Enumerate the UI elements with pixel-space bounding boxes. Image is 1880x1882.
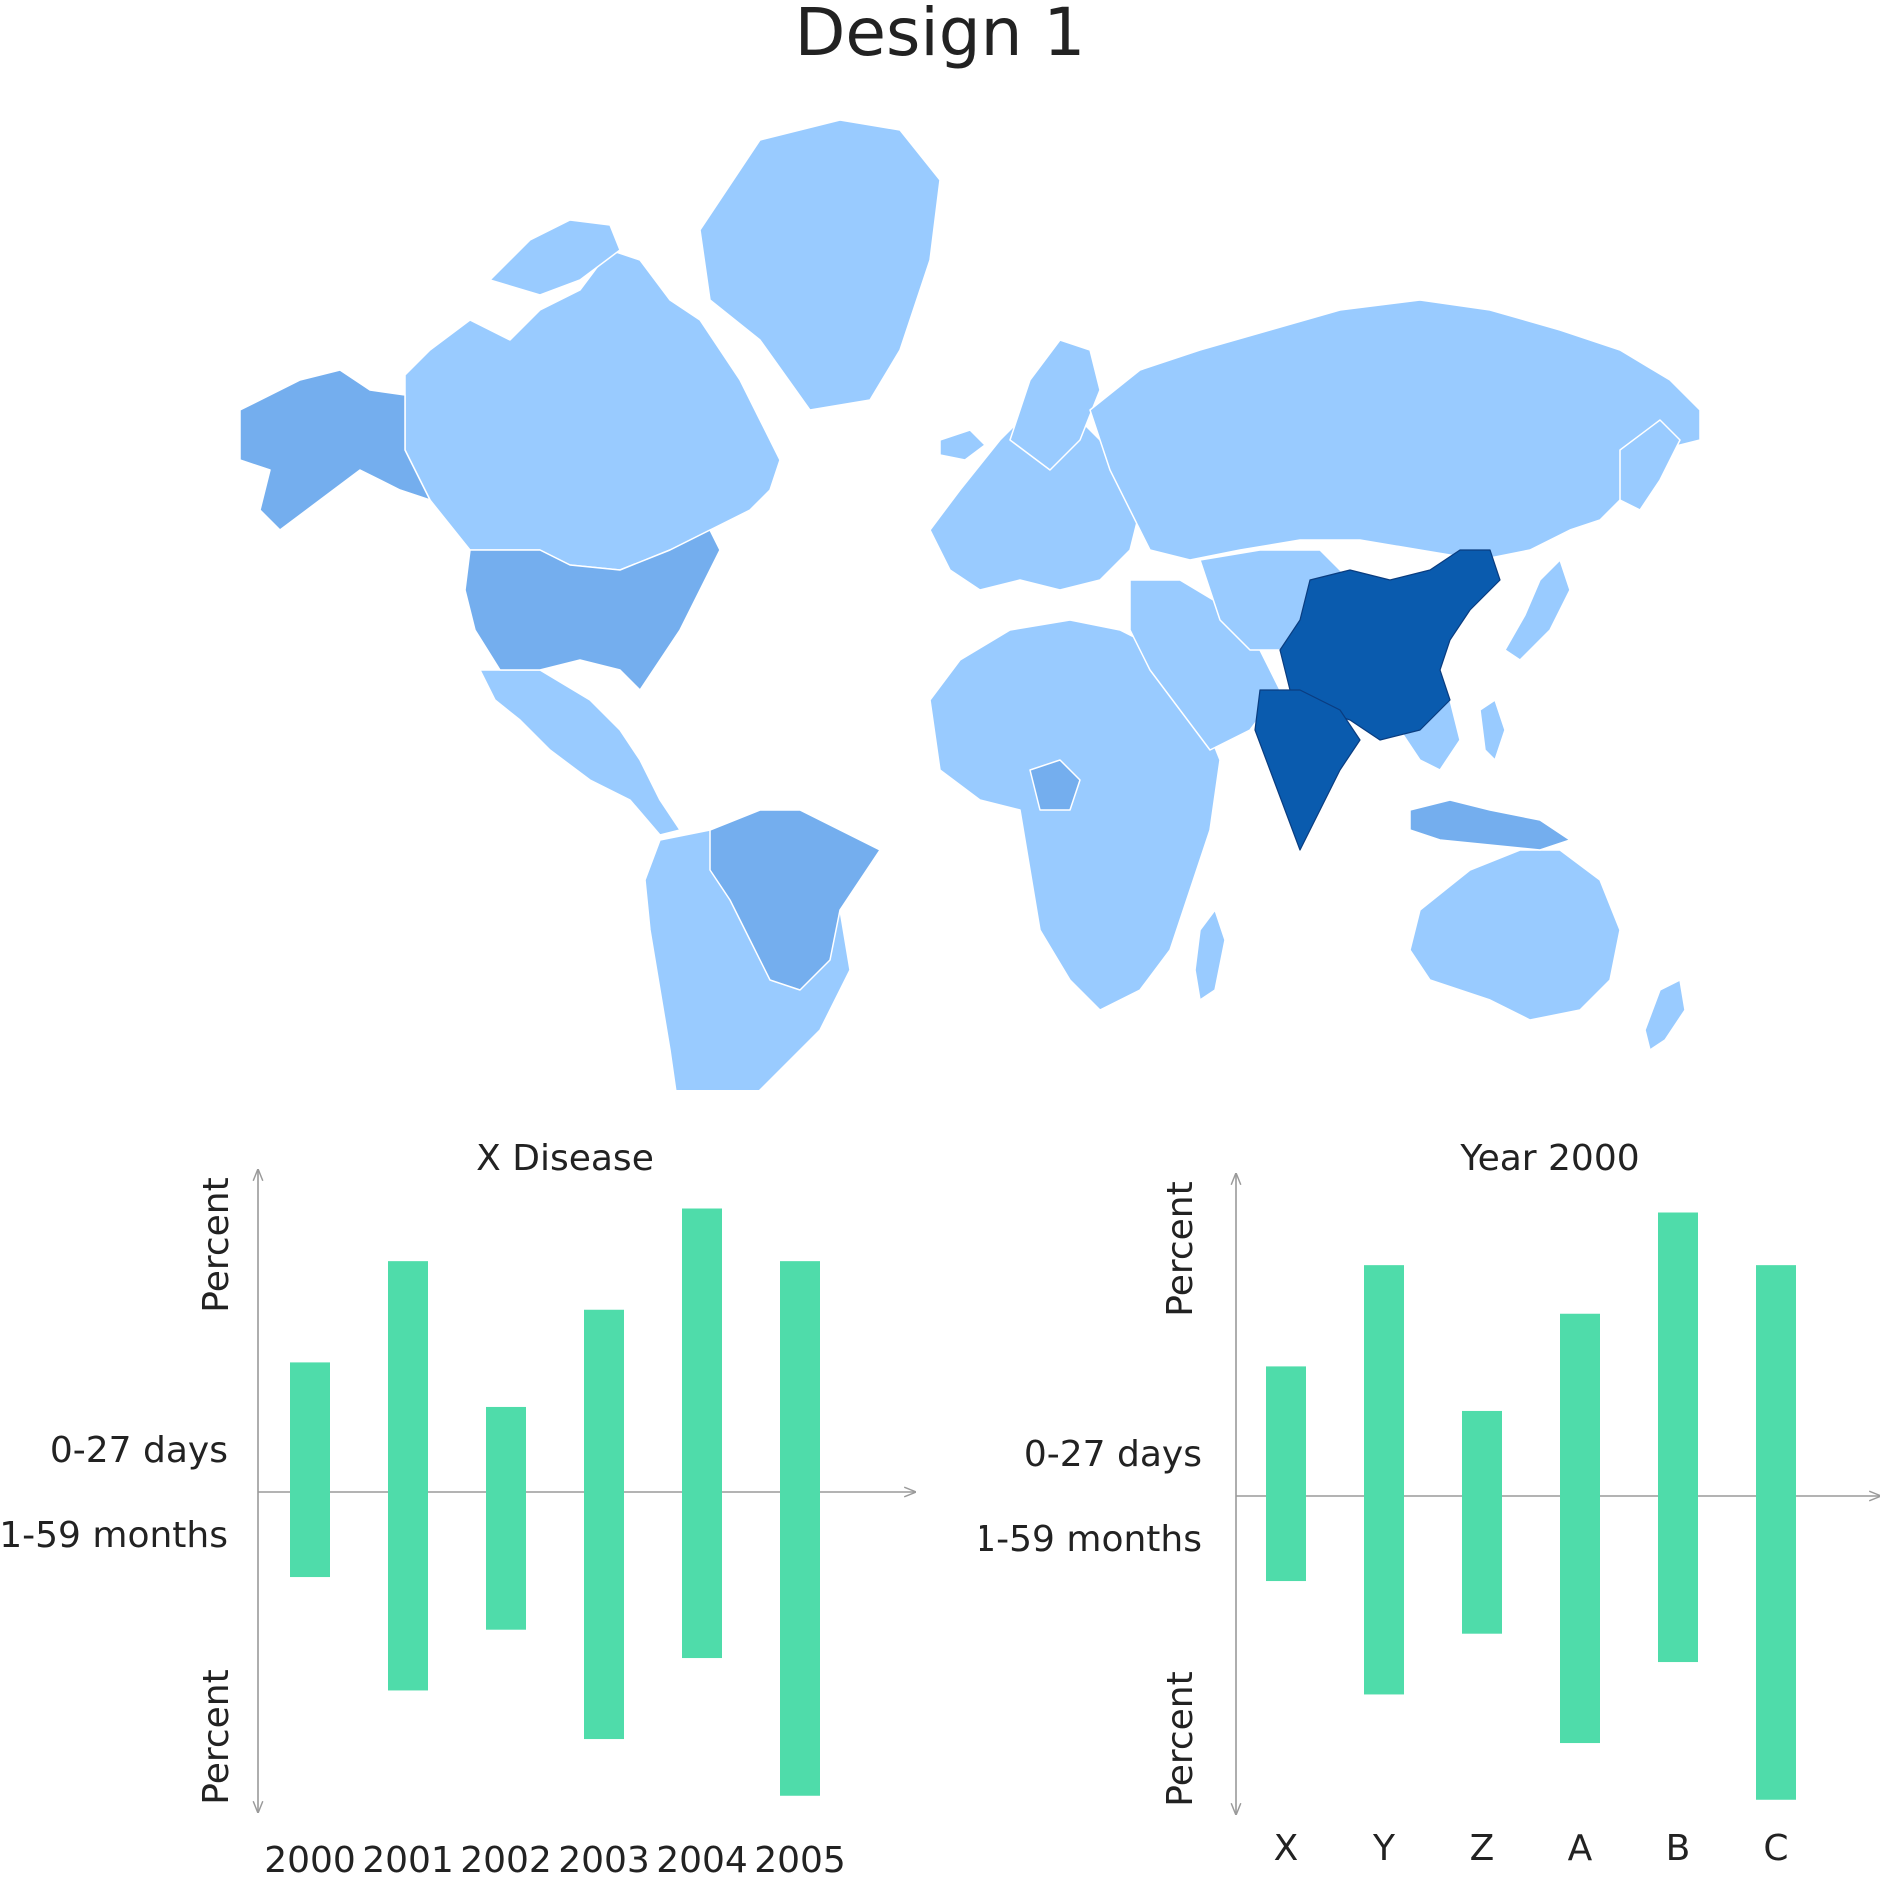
y-label-bottom: Percent [1160,1671,1201,1806]
x-tick-label: A [1568,1828,1593,1869]
series-label-lower: 1-59 months [0,1515,228,1556]
map-land-base [404,119,1701,1090]
india-shape [1254,689,1361,851]
x-tick-label: C [1763,1828,1788,1869]
bar-X [1266,1366,1306,1582]
world-choropleth-map [240,119,1701,1090]
series-label-lower: 1-59 months [980,1519,1202,1560]
map-land-high [1254,549,1501,851]
series-label-upper: 0-27 days [50,1430,228,1471]
bar-2005 [780,1261,820,1796]
greenland-shape [699,119,941,411]
bar-C [1756,1265,1796,1800]
chart-title: Year 2000 [1459,1138,1639,1179]
arctic-islands-shape [489,219,621,296]
x-tick-label: Y [1372,1828,1396,1869]
x-tick-label: 2003 [558,1840,650,1880]
x-tick-label: 2000 [264,1840,356,1880]
far-east-shape [1619,419,1681,511]
brazil-shape [709,809,881,991]
bar-Y [1364,1265,1404,1695]
philippines-shape [1479,699,1506,761]
nigeria-shape [1029,759,1081,811]
bar-2004 [682,1208,722,1659]
bar-A [1560,1313,1600,1744]
alaska-shape [240,369,431,531]
map-land-mid [240,369,1571,991]
japan-shape [1504,559,1571,661]
bar-2000 [290,1362,330,1578]
x-tick-label: 2005 [754,1840,846,1880]
bar-B [1658,1212,1698,1663]
madagascar-shape [1194,909,1226,1001]
africa-shape [929,619,1221,1011]
y-label-top: Percent [196,1177,237,1312]
new-zealand-shape [1644,979,1686,1051]
scandinavia-shape [1009,339,1101,471]
x-tick-label: 2002 [460,1840,552,1880]
x-tick-label: B [1666,1828,1691,1869]
x-tick-label: Z [1470,1828,1495,1869]
bar-Z [1462,1410,1502,1634]
mexico-shape [479,669,681,836]
x-tick-label: X [1274,1828,1299,1869]
bar-2003 [584,1309,624,1740]
bar-2001 [388,1261,428,1691]
russia-shape [1089,299,1701,561]
page-title: Design 1 [794,0,1086,71]
year-2000-chart: Year 2000 X Y Z A B C 0-27 days 1-59 months Perce… [980,1138,1880,1869]
australia-shape [1409,849,1621,1021]
iceland-shape [939,429,986,461]
series-label-upper: 0-27 days [1024,1434,1202,1475]
chart-title: X Disease [476,1138,654,1179]
united-states-shape [464,529,721,691]
y-label-bottom: Percent [196,1669,237,1804]
bar-2002 [486,1406,526,1630]
y-label-top: Percent [1160,1181,1201,1316]
x-disease-chart: X Disease 2000 2001 2002 2003 2004 2005 0-27 da… [0,1138,940,1880]
indonesia-shape [1409,799,1571,851]
x-tick-label: 2004 [656,1840,748,1880]
x-tick-label: 2001 [362,1840,454,1880]
